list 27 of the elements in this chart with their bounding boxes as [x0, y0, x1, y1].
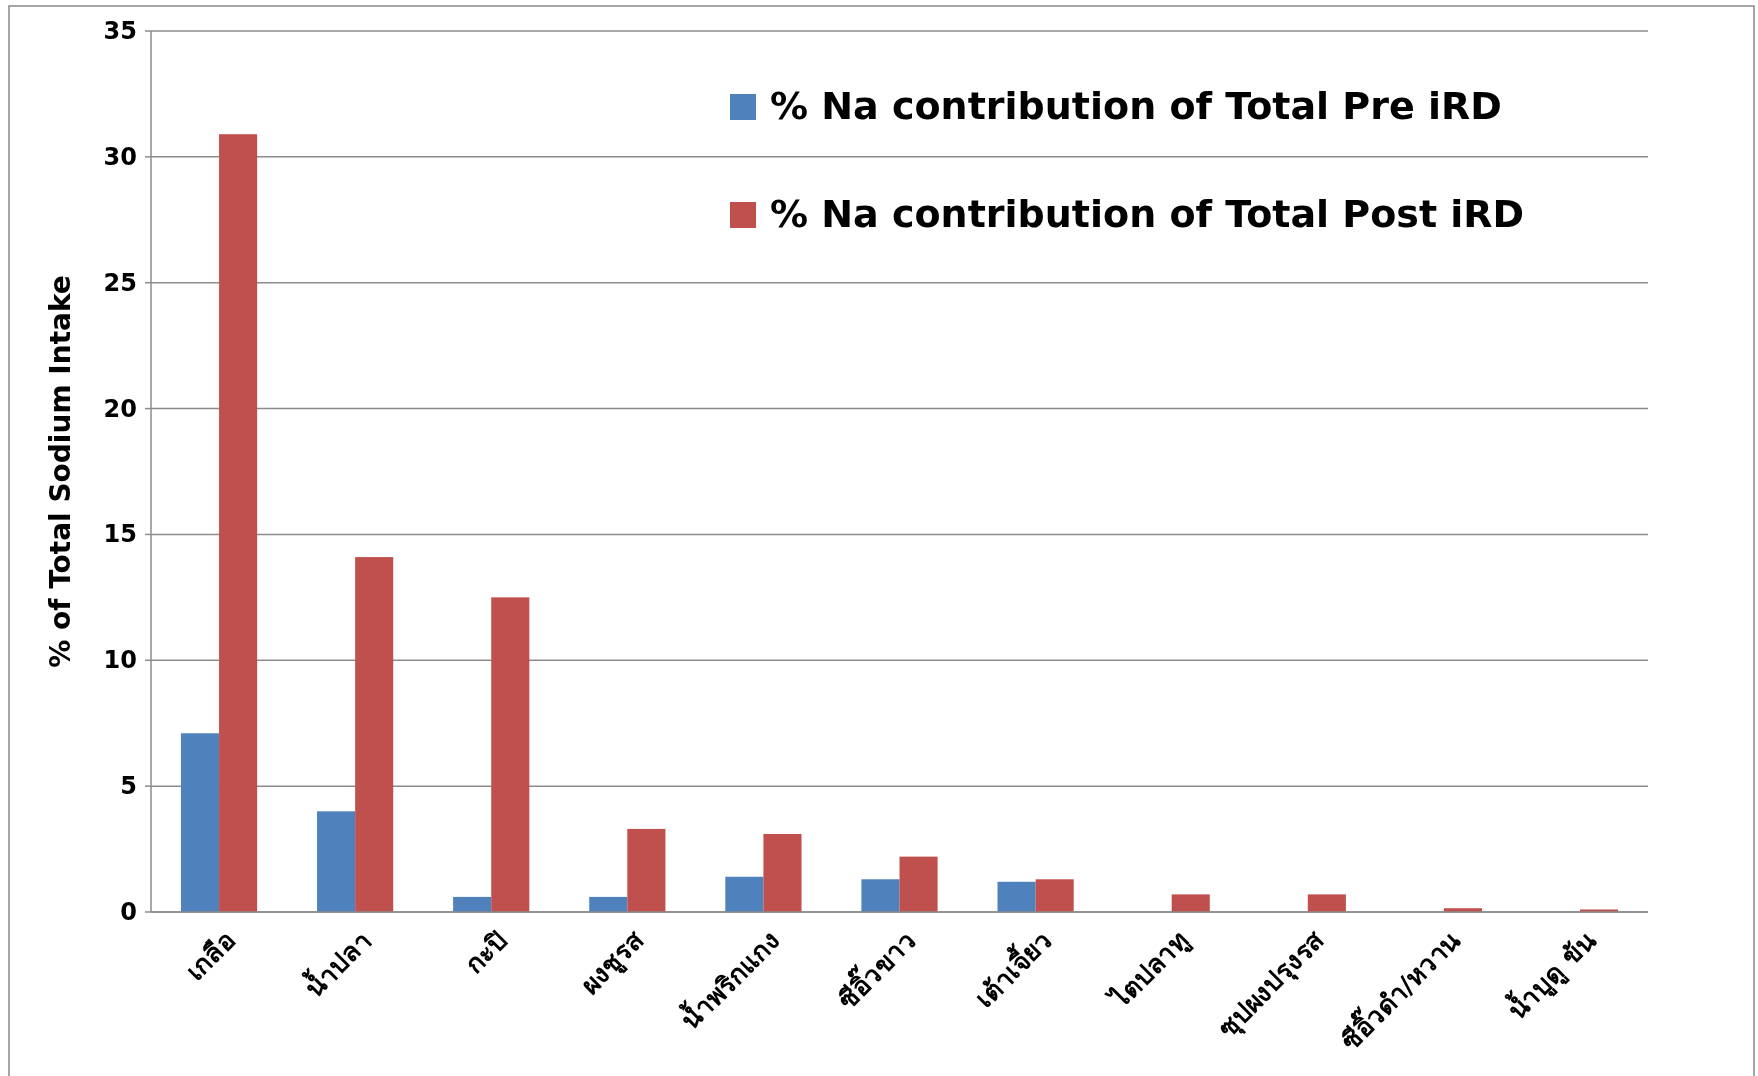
bar [317, 811, 356, 912]
bar [997, 881, 1036, 912]
legend-label: % Na contribution of Total Pre iRD [770, 84, 1502, 128]
bar [725, 876, 764, 912]
legend-label: % Na contribution of Total Post iRD [770, 192, 1525, 236]
y-tick-label: 25 [103, 268, 137, 297]
bar [491, 597, 530, 912]
bar [1307, 894, 1346, 912]
bar [453, 896, 492, 912]
bar [763, 833, 802, 912]
bar [627, 828, 666, 912]
y-tick-label: 15 [103, 520, 137, 549]
y-tick-label: 0 [120, 898, 137, 926]
y-axis-title: % of Total Sodium Intake [44, 275, 77, 668]
bar [180, 733, 220, 912]
y-tick-label: 30 [103, 142, 137, 171]
y-tick-label: 10 [103, 646, 137, 675]
bar [899, 856, 938, 912]
bar [219, 134, 258, 912]
y-tick-label: 20 [103, 394, 137, 423]
bar [1035, 879, 1074, 912]
bar [589, 896, 628, 912]
y-tick-label: 35 [103, 17, 137, 45]
bar [861, 879, 900, 912]
bar [1171, 894, 1210, 912]
y-tick-label: 5 [120, 772, 137, 801]
bar [355, 557, 394, 912]
